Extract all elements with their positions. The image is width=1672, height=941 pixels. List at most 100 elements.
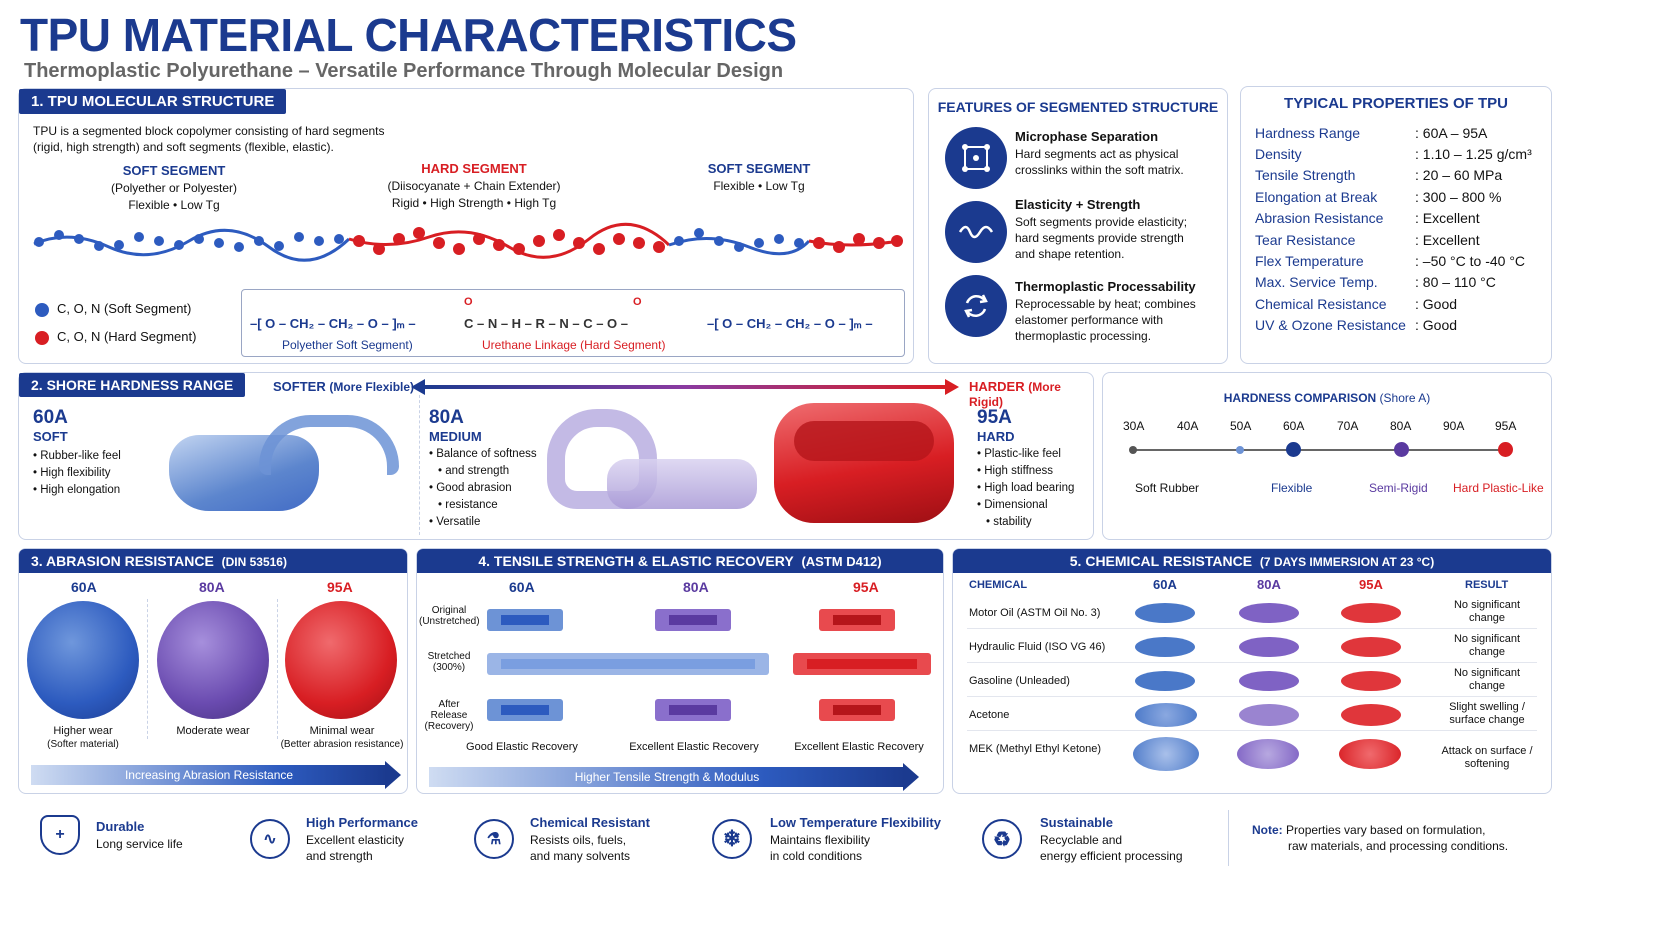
hard-segment: HARD SEGMENT (Diisocyanate + Chain Exten… [374, 161, 574, 210]
property-label: Hardness Range [1255, 125, 1361, 141]
abrasion-grade-80a: 80A [199, 579, 225, 595]
marker-80a [1394, 442, 1409, 457]
property-value: : 300 – 800 % [1415, 189, 1502, 205]
caption-sub: (Better abrasion resistance) [280, 739, 404, 750]
footer-text: Recyclable and [1040, 833, 1123, 847]
footer-title: High Performance [306, 815, 418, 830]
softer-label: SOFTER (More Flexible) [273, 379, 414, 394]
divider [1228, 810, 1229, 866]
feature-title: Thermoplastic Processability [1015, 279, 1196, 294]
specimen-60a-original [487, 609, 563, 631]
caption-main: Higher wear [53, 725, 113, 737]
row-label-main: Original [431, 605, 467, 616]
feature-text: Soft segments provide elasticity; [1015, 215, 1188, 229]
scale-label-semi-rigid: Semi-Rigid [1369, 481, 1428, 495]
table-row: Gasoline (Unleaded) No significant change [967, 663, 1537, 697]
arrow-head-icon [903, 763, 919, 791]
property-label: Abrasion Resistance [1255, 210, 1384, 226]
abrasion-panel: 3. ABRASION RESISTANCE (DIN 53516) 60A 8… [18, 548, 408, 794]
footer-text: Long service life [96, 837, 183, 851]
section-5-title-text: 5. CHEMICAL RESISTANCE [1069, 553, 1253, 569]
property-label: Max. Service Temp. [1255, 274, 1378, 290]
marker-30a [1129, 446, 1137, 454]
row-label-sub: (Recovery) [424, 721, 474, 732]
col-header-80a: 80A [1257, 577, 1281, 592]
caption-sub: (Softer material) [47, 739, 119, 750]
recovery-80a: Excellent Elastic Recovery [629, 741, 759, 753]
chemical-name: MEK (Methyl Ethyl Ketone) [969, 743, 1102, 755]
row-label-main: After Release [430, 699, 468, 721]
soft-segment-desc: (Polyether or Polyester) [110, 181, 238, 195]
legend-soft: C, O, N (Soft Segment) [35, 301, 191, 317]
formula-urethane: C – N – H – R – N – C – O – [464, 316, 629, 331]
marker-60a [1286, 442, 1301, 457]
property-label: Flex Temperature [1255, 253, 1364, 269]
specimen-80a-original [655, 609, 731, 631]
tick-label: 40A [1177, 419, 1199, 433]
comparison-unit: (Shore A) [1379, 391, 1431, 405]
note-line-1: Properties vary based on formulation, [1286, 823, 1486, 837]
table-row: Acetone Slight swelling / surface change [967, 697, 1537, 731]
section-3-title-text: 3. ABRASION RESISTANCE [31, 553, 214, 569]
features-title: FEATURES OF SEGMENTED STRUCTURE [937, 99, 1219, 115]
section-2-title: 2. SHORE HARDNESS RANGE [19, 373, 246, 397]
specimen-95a-recovered [819, 699, 895, 721]
abrasion-caption-60a: Higher wear (Softer material) [23, 725, 143, 750]
tick-label: 50A [1230, 419, 1252, 433]
grade-80a-item: Versatile [429, 514, 537, 531]
section-1-title: 1. TPU MOLECULAR STRUCTURE [19, 89, 287, 114]
footer-text: and many solvents [530, 849, 631, 863]
caption-main: Minimal wear [309, 725, 375, 737]
abrasion-caption-95a: Minimal wear (Better abrasion resistance… [279, 725, 405, 750]
section-4-std: (ASTM D412) [801, 554, 882, 569]
feature-text: crosslinks within the soft matrix. [1015, 163, 1184, 177]
property-row: Density: 1.10 – 1.25 g/cm³ [1255, 146, 1532, 162]
specimen-95a-stretched [793, 653, 931, 675]
result: Attack on surface / softening [1429, 745, 1545, 771]
tick-label: 30A [1123, 419, 1145, 433]
sample-95a [1341, 704, 1401, 726]
hard-sample-shape [774, 403, 954, 523]
grade-60a-sub: SOFT [33, 429, 68, 444]
sample-95a [1339, 739, 1401, 769]
section-5-title: 5. CHEMICAL RESISTANCE (7 DAYS IMMERSION… [953, 549, 1551, 573]
grade-60a-item: High flexibility [33, 465, 121, 482]
tensile-grade-80a: 80A [683, 579, 709, 595]
abrasion-disc-95a [285, 601, 397, 719]
soft-sample-shape [169, 415, 399, 515]
hardness-comparison-panel: HARDNESS COMPARISON (Shore A) 30A 40A 50… [1102, 372, 1552, 540]
table-row: Motor Oil (ASTM Oil No. 3) No significan… [967, 595, 1537, 629]
section-4-title: 4. TENSILE STRENGTH & ELASTIC RECOVERY (… [417, 549, 943, 573]
property-value: : –50 °C to -40 °C [1415, 253, 1526, 269]
row-label-original: Original (Unstretched) [419, 605, 480, 627]
formula-soft-label: Polyether Soft Segment) [282, 338, 413, 352]
note: Note: Properties vary based on formulati… [1252, 823, 1542, 853]
footer-text: Resists oils, fuels, [530, 833, 627, 847]
result-line: Attack on surface / [1441, 745, 1533, 757]
grade-95a-sub: HARD [977, 429, 1015, 444]
sample-60a [1135, 637, 1195, 657]
softer-text: SOFTER [273, 379, 326, 394]
sample-95a [1341, 671, 1401, 691]
formula-hard-label: Urethane Linkage (Hard Segment) [482, 338, 666, 352]
specimen-60a-recovered [487, 699, 563, 721]
property-value: : Good [1415, 317, 1458, 333]
footer-title: Chemical Resistant [530, 815, 650, 830]
section-4-title-text: 4. TENSILE STRENGTH & ELASTIC RECOVERY [478, 553, 794, 569]
abrasion-grade-95a: 95A [327, 579, 353, 595]
harder-note: (More Rigid) [969, 380, 1061, 409]
wave-icon: ∿ [250, 819, 290, 859]
marker-50a [1236, 446, 1244, 454]
footer-title: Low Temperature Flexibility [770, 815, 941, 830]
carbonyl-oxygen-2: O [633, 296, 642, 308]
chemical-panel: 5. CHEMICAL RESISTANCE (7 DAYS IMMERSION… [952, 548, 1552, 794]
footer-text: in cold conditions [770, 849, 863, 863]
sample-80a [1237, 739, 1299, 769]
sample-80a [1239, 704, 1299, 726]
feature-item-1: Microphase Separation Hard segments act … [1015, 129, 1225, 178]
feature-text: thermoplastic processing. [1015, 329, 1152, 343]
grade-60a-label: 60A [33, 407, 68, 428]
grade-95a-item: High load bearing [977, 480, 1074, 497]
features-panel: FEATURES OF SEGMENTED STRUCTURE Micropha… [928, 88, 1228, 364]
grade-60a-info: 60A SOFT Rubber-like feel High flexibili… [33, 407, 121, 499]
